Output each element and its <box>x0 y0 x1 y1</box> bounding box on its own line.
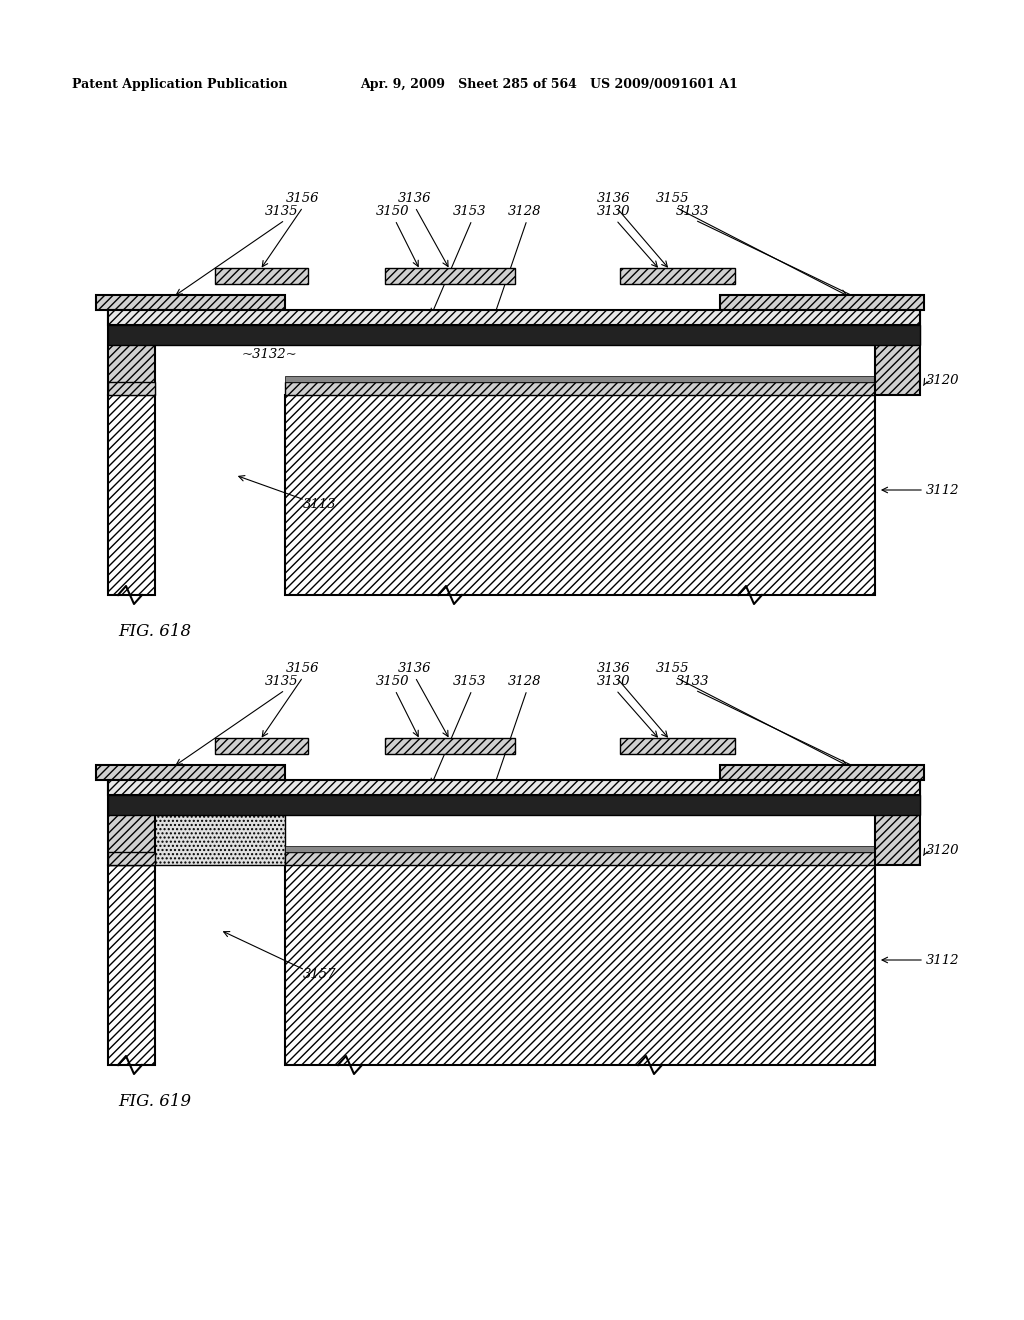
Bar <box>215 738 308 754</box>
Text: 3156: 3156 <box>287 663 319 675</box>
Text: Apr. 9, 2009   Sheet 285 of 564   US 2009/0091601 A1: Apr. 9, 2009 Sheet 285 of 564 US 2009/00… <box>360 78 738 91</box>
Text: 3136: 3136 <box>398 191 432 205</box>
Bar <box>720 294 924 310</box>
Text: 3130: 3130 <box>597 675 631 688</box>
Text: 3135: 3135 <box>265 675 299 688</box>
Bar <box>285 846 874 851</box>
Bar <box>108 780 920 795</box>
Text: 3113: 3113 <box>303 499 337 511</box>
Bar <box>108 795 920 814</box>
Text: 3128: 3128 <box>508 675 542 688</box>
Text: FIG. 618: FIG. 618 <box>118 623 191 640</box>
Text: 3133: 3133 <box>676 675 710 688</box>
Bar <box>108 780 285 865</box>
Bar <box>96 294 285 310</box>
Bar <box>285 395 874 595</box>
Text: 3114: 3114 <box>155 788 188 801</box>
Text: 3120: 3120 <box>926 843 959 857</box>
Bar <box>874 310 920 395</box>
Text: Patent Application Publication: Patent Application Publication <box>72 78 288 91</box>
Bar <box>108 395 155 595</box>
Text: 3153: 3153 <box>454 675 486 688</box>
Text: ~3132~: ~3132~ <box>242 348 298 362</box>
Bar <box>108 325 920 345</box>
Text: 3155: 3155 <box>656 191 690 205</box>
Text: 3136: 3136 <box>597 191 631 205</box>
Bar <box>108 865 155 1065</box>
Bar <box>285 381 874 395</box>
Bar <box>96 766 285 780</box>
Bar <box>108 310 155 395</box>
Text: 3135: 3135 <box>265 205 299 218</box>
Text: 3114: 3114 <box>155 318 188 331</box>
Bar <box>385 738 515 754</box>
Bar <box>108 381 155 395</box>
Text: 3112: 3112 <box>926 953 959 966</box>
Bar <box>874 780 920 865</box>
Text: 3157: 3157 <box>303 969 337 982</box>
Text: 3150: 3150 <box>376 205 410 218</box>
Bar <box>720 766 924 780</box>
Bar <box>285 851 874 865</box>
Text: 3155: 3155 <box>656 663 690 675</box>
Bar <box>385 268 515 284</box>
Bar <box>108 310 920 325</box>
Bar <box>108 780 155 865</box>
Text: FIG. 619: FIG. 619 <box>118 1093 191 1110</box>
Bar <box>285 865 874 1065</box>
Text: 3150: 3150 <box>376 675 410 688</box>
Text: 3112: 3112 <box>926 483 959 496</box>
Text: 3128: 3128 <box>508 205 542 218</box>
Text: 3156: 3156 <box>287 191 319 205</box>
Bar <box>285 376 874 381</box>
Bar <box>108 851 155 865</box>
Text: 3133: 3133 <box>676 205 710 218</box>
Text: 3130: 3130 <box>597 205 631 218</box>
Bar <box>215 268 308 284</box>
Text: 3136: 3136 <box>597 663 631 675</box>
Bar <box>620 738 735 754</box>
Text: 3120: 3120 <box>926 374 959 387</box>
Bar <box>620 268 735 284</box>
Text: 3153: 3153 <box>454 205 486 218</box>
Text: 3136: 3136 <box>398 663 432 675</box>
